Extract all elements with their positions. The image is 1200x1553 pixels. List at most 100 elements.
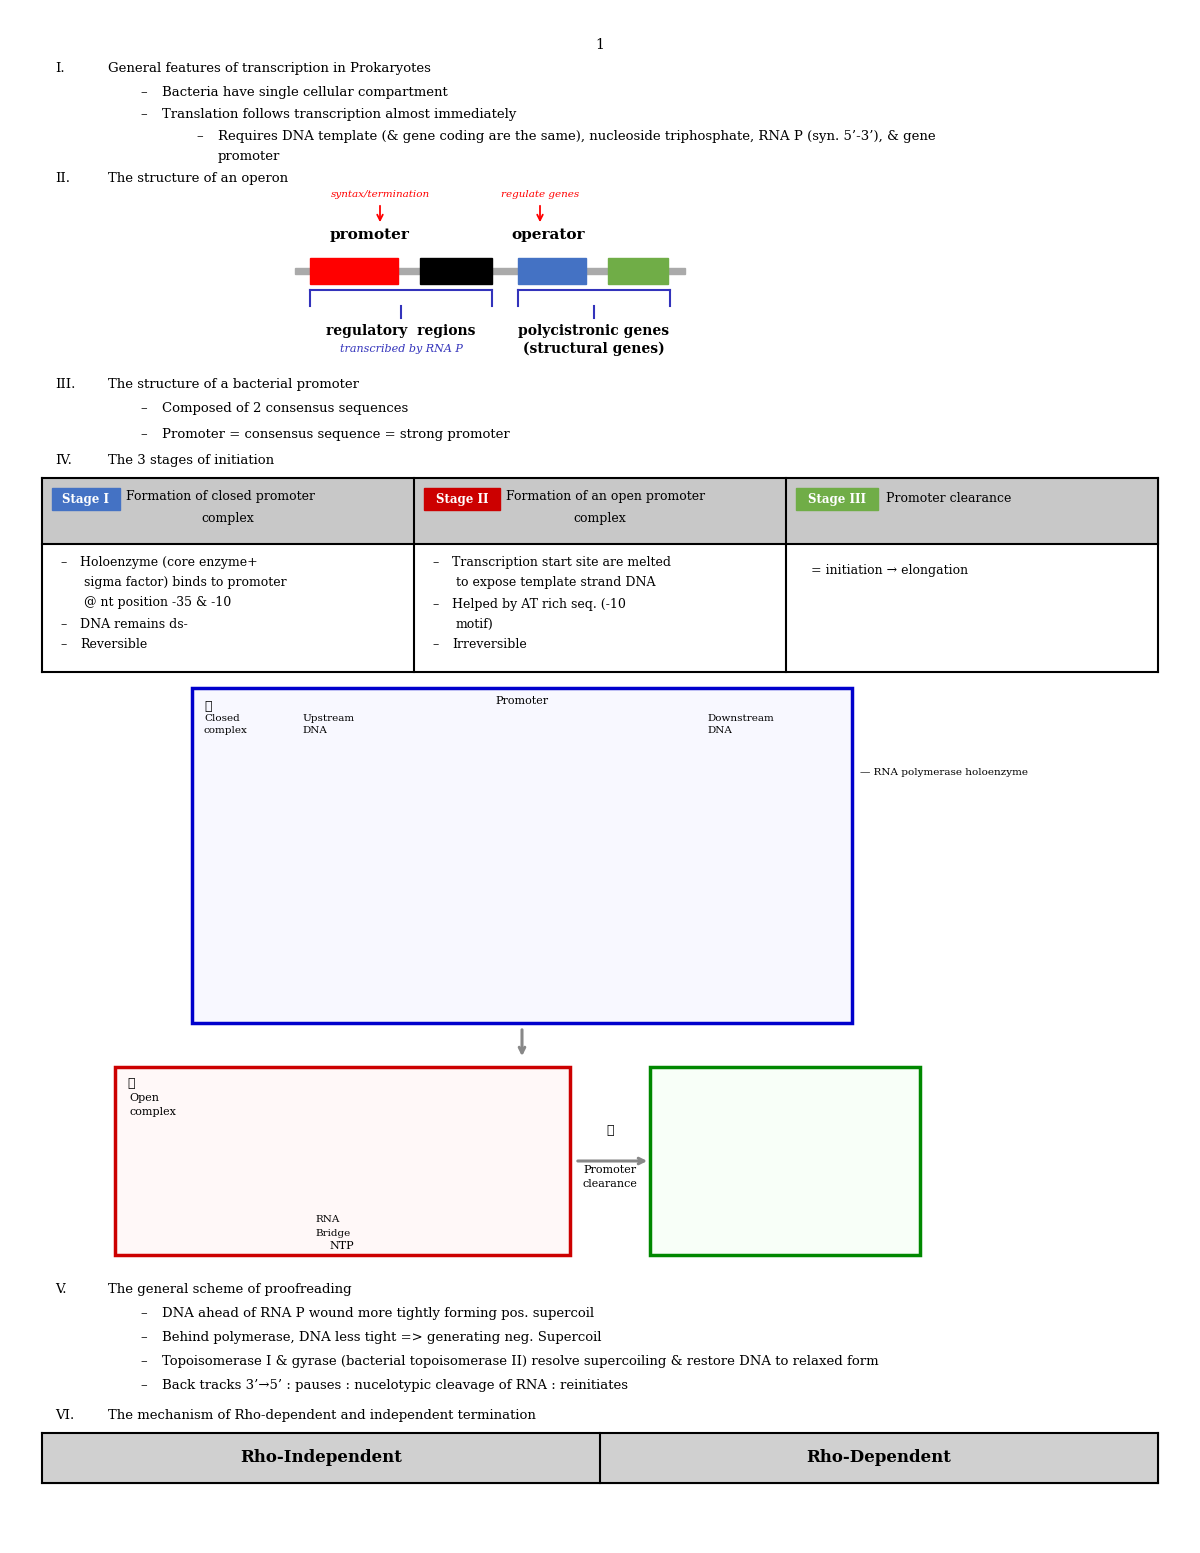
Text: Bacteria have single cellular compartment: Bacteria have single cellular compartmen… — [162, 85, 448, 99]
Text: Promoter: Promoter — [496, 696, 548, 707]
Text: –: – — [140, 1308, 146, 1320]
Text: –: – — [140, 85, 146, 99]
Text: complex: complex — [202, 512, 254, 525]
Text: I.: I. — [55, 62, 65, 75]
Text: = initiation → elongation: = initiation → elongation — [811, 564, 968, 578]
Bar — [42, 478, 414, 544]
Bar — [42, 544, 414, 672]
Text: V.: V. — [55, 1283, 66, 1297]
Text: @ nt position -35 & -10: @ nt position -35 & -10 — [84, 596, 232, 609]
Bar — [414, 478, 786, 544]
Bar — [115, 1067, 570, 1255]
Text: NTP: NTP — [330, 1241, 354, 1252]
Bar — [420, 258, 492, 284]
Text: –: – — [60, 618, 66, 631]
Text: Formation of an open promoter: Formation of an open promoter — [506, 491, 706, 503]
Text: Upstream: Upstream — [302, 714, 354, 724]
Text: to expose template strand DNA: to expose template strand DNA — [456, 576, 655, 589]
Text: –: – — [60, 556, 66, 568]
Bar — [518, 258, 586, 284]
Text: –: – — [60, 638, 66, 651]
Bar — [202, 697, 842, 1013]
Bar — [42, 1433, 1158, 1483]
Text: Bridge: Bridge — [314, 1228, 350, 1238]
Text: Rho-Independent: Rho-Independent — [240, 1449, 402, 1466]
Text: –: – — [432, 598, 438, 610]
Text: –: – — [140, 1379, 146, 1391]
Text: Rho-Dependent: Rho-Dependent — [806, 1449, 952, 1466]
Text: Stage I: Stage I — [62, 492, 109, 505]
Text: The 3 stages of initiation: The 3 stages of initiation — [108, 453, 274, 467]
Text: regulatory  regions: regulatory regions — [326, 325, 475, 339]
Text: transcribed by RNA P: transcribed by RNA P — [340, 345, 462, 354]
Text: RNA: RNA — [314, 1214, 340, 1224]
Text: syntax/termination: syntax/termination — [330, 189, 430, 199]
Text: Open: Open — [130, 1093, 158, 1103]
Bar — [786, 544, 1158, 672]
Text: –: – — [196, 130, 203, 143]
Bar — [414, 544, 786, 672]
Text: Closed: Closed — [204, 714, 240, 724]
Text: Irreversible: Irreversible — [452, 638, 527, 651]
Text: –: – — [432, 638, 438, 651]
Text: Behind polymerase, DNA less tight => generating neg. Supercoil: Behind polymerase, DNA less tight => gen… — [162, 1331, 601, 1343]
Bar — [52, 488, 120, 509]
Text: Formation of closed promoter: Formation of closed promoter — [126, 491, 314, 503]
Text: Stage III: Stage III — [808, 492, 866, 505]
Text: –: – — [140, 429, 146, 441]
Text: Helped by AT rich seq. (-10: Helped by AT rich seq. (-10 — [452, 598, 626, 610]
Text: complex: complex — [130, 1107, 176, 1117]
Text: complex: complex — [204, 725, 248, 735]
Text: polycistronic genes: polycistronic genes — [518, 325, 670, 339]
Text: General features of transcription in Prokaryotes: General features of transcription in Pro… — [108, 62, 431, 75]
Text: Back tracks 3’→5’ : pauses : nucelotypic cleavage of RNA : reinitiates: Back tracks 3’→5’ : pauses : nucelotypic… — [162, 1379, 628, 1391]
Text: ②: ② — [127, 1076, 134, 1090]
Text: DNA ahead of RNA P wound more tightly forming pos. supercoil: DNA ahead of RNA P wound more tightly fo… — [162, 1308, 594, 1320]
Text: regulate genes: regulate genes — [500, 189, 580, 199]
Text: Holoenzyme (core enzyme+: Holoenzyme (core enzyme+ — [80, 556, 258, 568]
Text: IV.: IV. — [55, 453, 72, 467]
Text: –: – — [140, 1331, 146, 1343]
Bar — [310, 258, 398, 284]
Text: VI.: VI. — [55, 1409, 74, 1423]
Bar — [650, 1067, 920, 1255]
Text: Requires DNA template (& gene coding are the same), nucleoside triphosphate, RNA: Requires DNA template (& gene coding are… — [218, 130, 936, 143]
Bar — [796, 488, 878, 509]
Text: 1: 1 — [595, 37, 605, 51]
Text: The structure of an operon: The structure of an operon — [108, 172, 288, 185]
Text: Promoter clearance: Promoter clearance — [886, 492, 1012, 505]
Text: operator: operator — [511, 228, 584, 242]
Text: — RNA polymerase holoenzyme: — RNA polymerase holoenzyme — [860, 769, 1028, 776]
Bar — [295, 269, 685, 273]
Text: –: – — [140, 1356, 146, 1368]
Text: motif): motif) — [456, 618, 493, 631]
Text: ①: ① — [204, 700, 211, 713]
Text: promoter: promoter — [330, 228, 410, 242]
Text: Downstream: Downstream — [707, 714, 774, 724]
Text: Promoter = consensus sequence = strong promoter: Promoter = consensus sequence = strong p… — [162, 429, 510, 441]
Text: II.: II. — [55, 172, 70, 185]
Text: DNA remains ds-: DNA remains ds- — [80, 618, 187, 631]
Bar — [424, 488, 500, 509]
Text: –: – — [432, 556, 438, 568]
Bar — [192, 688, 852, 1023]
Text: The structure of a bacterial promoter: The structure of a bacterial promoter — [108, 377, 359, 391]
Text: DNA: DNA — [707, 725, 732, 735]
Text: ③: ③ — [606, 1124, 613, 1137]
Bar — [608, 258, 668, 284]
Text: III.: III. — [55, 377, 76, 391]
Text: Stage II: Stage II — [436, 492, 488, 505]
Text: –: – — [140, 109, 146, 121]
Text: –: – — [140, 402, 146, 415]
Bar — [786, 478, 1158, 544]
Text: promoter: promoter — [218, 151, 281, 163]
Text: Composed of 2 consensus sequences: Composed of 2 consensus sequences — [162, 402, 408, 415]
Text: (structural genes): (structural genes) — [523, 342, 665, 356]
Text: Translation follows transcription almost immediately: Translation follows transcription almost… — [162, 109, 516, 121]
Text: Topoisomerase I & gyrase (bacterial topoisomerase II) resolve supercoiling & res: Topoisomerase I & gyrase (bacterial topo… — [162, 1356, 878, 1368]
Text: DNA: DNA — [302, 725, 326, 735]
Text: Promoter: Promoter — [583, 1165, 636, 1176]
Text: Reversible: Reversible — [80, 638, 148, 651]
Text: The mechanism of Rho-dependent and independent termination: The mechanism of Rho-dependent and indep… — [108, 1409, 536, 1423]
Text: The general scheme of proofreading: The general scheme of proofreading — [108, 1283, 352, 1297]
